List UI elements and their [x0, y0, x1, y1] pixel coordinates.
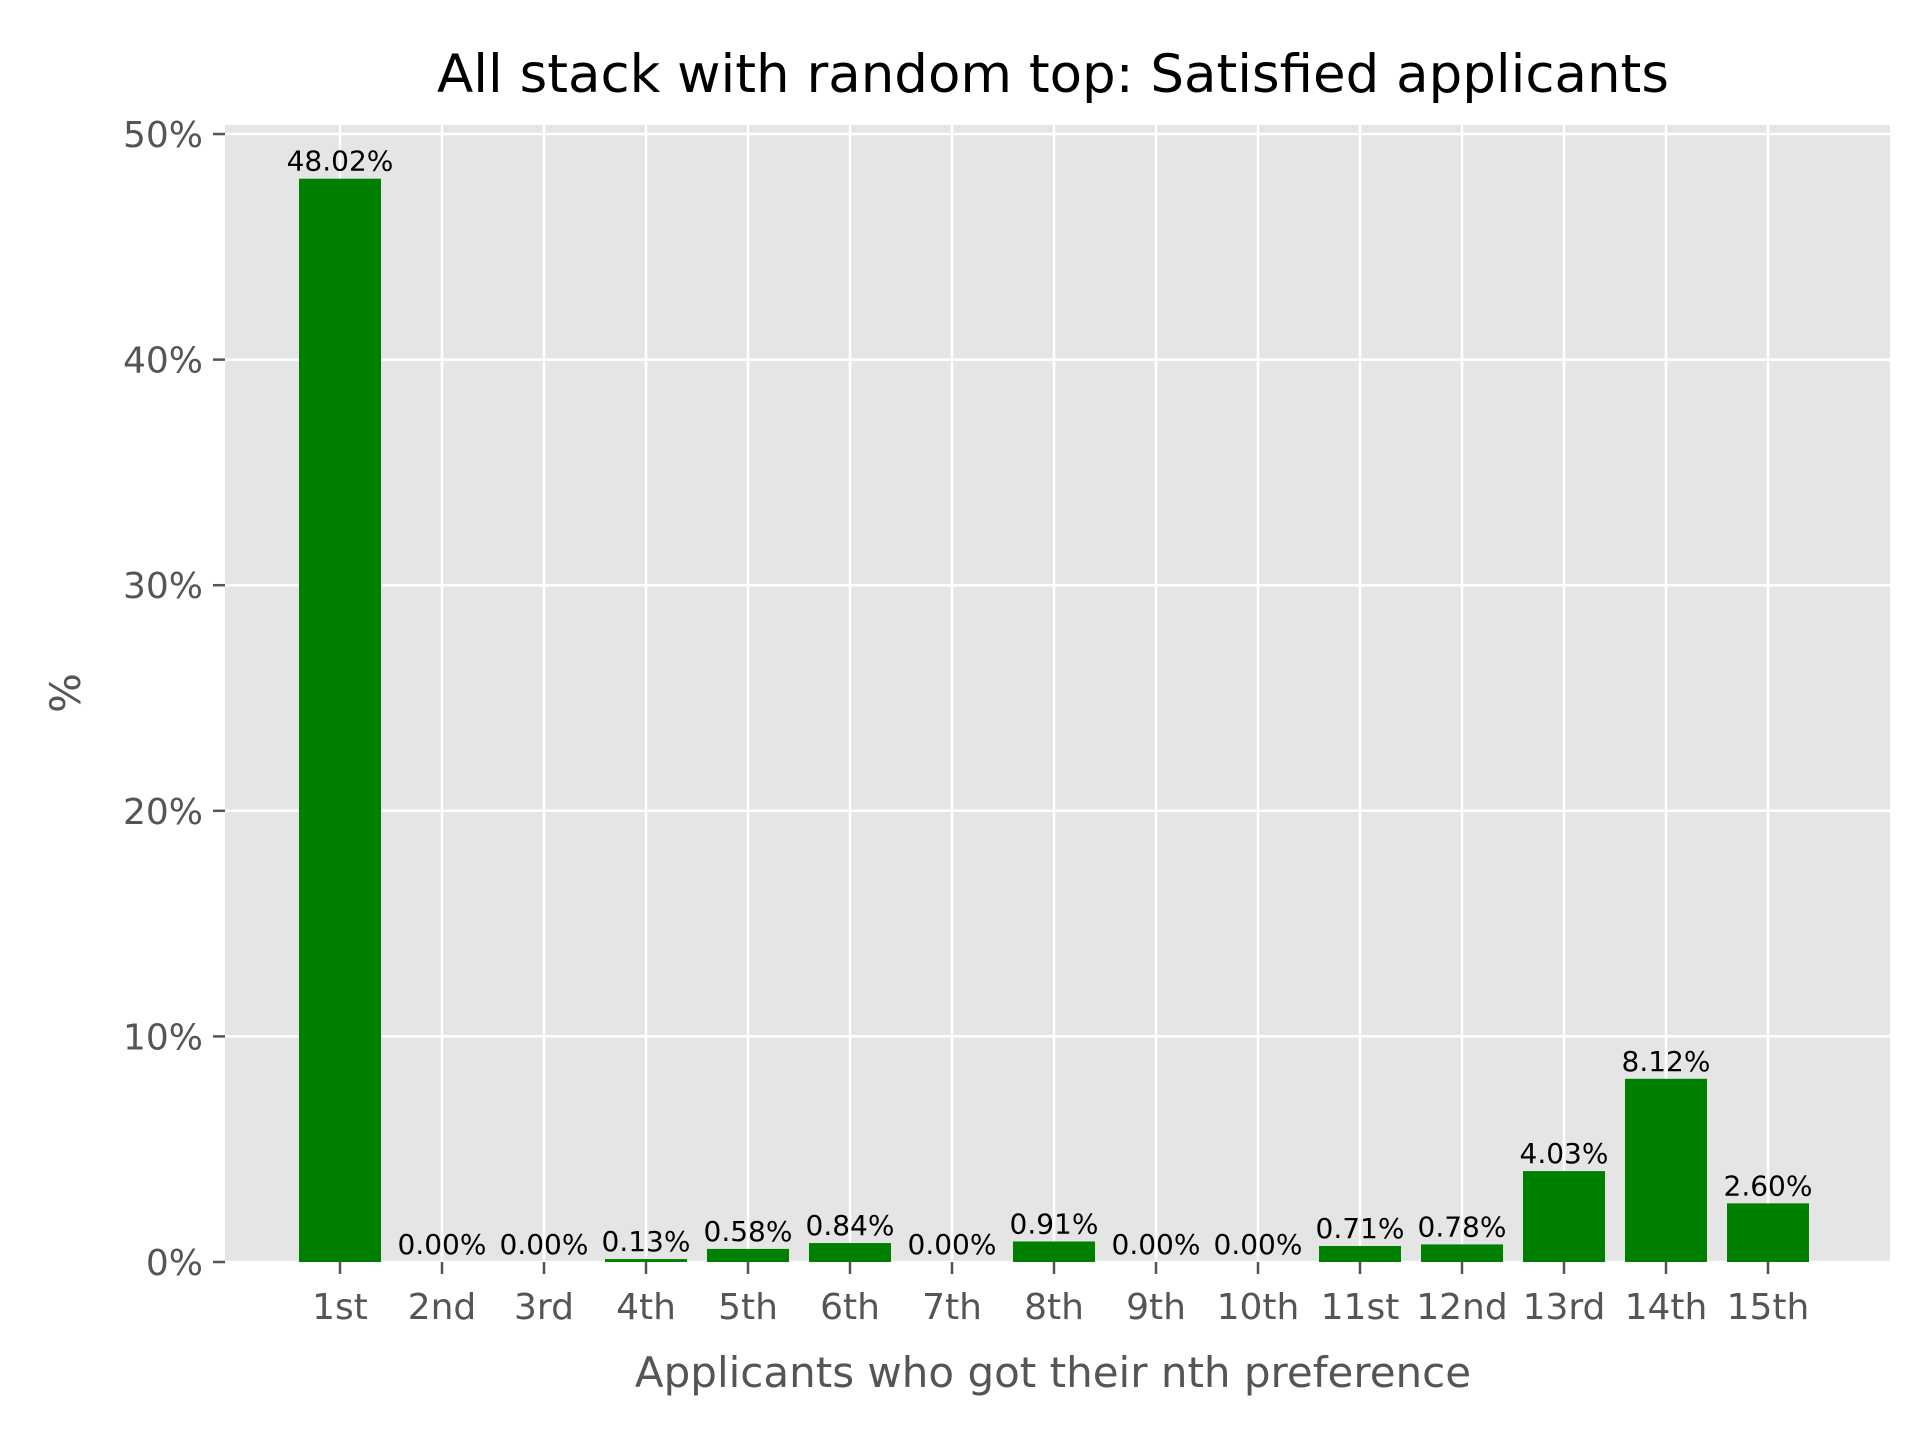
data-label: 0.00% — [1214, 1228, 1303, 1261]
x-tick-label: 13rd — [1523, 1287, 1606, 1328]
data-label: 0.13% — [602, 1225, 691, 1258]
x-tick-label: 15th — [1727, 1287, 1810, 1328]
bar — [1727, 1203, 1809, 1262]
x-tick-label: 11st — [1321, 1287, 1400, 1328]
bar — [1319, 1245, 1401, 1262]
bar — [707, 1248, 789, 1262]
x-tick-label: 8th — [1024, 1287, 1084, 1328]
data-label: 0.00% — [398, 1228, 487, 1261]
bars — [299, 178, 1809, 1263]
data-label: 0.00% — [908, 1228, 997, 1261]
data-label: 2.60% — [1724, 1169, 1813, 1202]
bar — [1523, 1171, 1605, 1262]
x-tick-label: 6th — [820, 1287, 880, 1328]
x-tick-label: 10th — [1217, 1287, 1300, 1328]
data-label: 48.02% — [287, 145, 394, 178]
y-tick-label: 40% — [123, 341, 203, 382]
x-tick-label: 4th — [616, 1287, 676, 1328]
data-label: 0.00% — [1112, 1228, 1201, 1261]
data-label: 4.03% — [1520, 1137, 1609, 1170]
data-label: 0.71% — [1316, 1212, 1405, 1245]
x-tick-label: 2nd — [408, 1287, 477, 1328]
data-label: 8.12% — [1622, 1045, 1711, 1078]
x-tick-label: 5th — [718, 1287, 778, 1328]
data-label: 0.00% — [500, 1228, 589, 1261]
x-tick-label: 3rd — [514, 1287, 574, 1328]
y-axis: 0% 10% 20% 30% 40% 50% — [123, 115, 225, 1284]
bar — [605, 1259, 687, 1262]
y-tick-label: 30% — [123, 566, 203, 607]
y-tick-label: 10% — [123, 1017, 203, 1058]
y-tick-label: 20% — [123, 792, 203, 833]
x-tick-label: 7th — [922, 1287, 982, 1328]
y-tick-label: 50% — [123, 115, 203, 156]
bar — [1421, 1244, 1503, 1262]
data-label: 0.91% — [1010, 1207, 1099, 1240]
bar — [1625, 1078, 1707, 1262]
data-labels: 48.02% 0.00% 0.00% 0.13% 0.58% 0.84% 0.00% 0.91… — [287, 145, 1813, 1261]
plot-background — [225, 125, 1890, 1262]
data-label: 0.84% — [806, 1209, 895, 1242]
bar — [1013, 1241, 1095, 1262]
y-axis-label: % — [41, 673, 90, 713]
x-tick-label: 9th — [1126, 1287, 1186, 1328]
y-tick-label: 0% — [146, 1243, 203, 1284]
x-tick-label: 14th — [1625, 1287, 1708, 1328]
x-tick-label: 1st — [312, 1287, 368, 1328]
bar — [809, 1243, 891, 1262]
data-label: 0.58% — [704, 1215, 793, 1248]
x-axis-label: Applicants who got their nth preference — [635, 1348, 1471, 1397]
bar — [299, 178, 381, 1263]
chart-title: All stack with random top: Satisfied app… — [437, 44, 1669, 105]
grid-lines — [225, 125, 1890, 1264]
x-axis: 1st 2nd 3rd 4th 5th 6th 7th 8th 9th 10th 11st 12nd 1… — [312, 1262, 1809, 1328]
data-label: 0.78% — [1418, 1210, 1507, 1243]
x-tick-label: 12nd — [1416, 1287, 1507, 1328]
